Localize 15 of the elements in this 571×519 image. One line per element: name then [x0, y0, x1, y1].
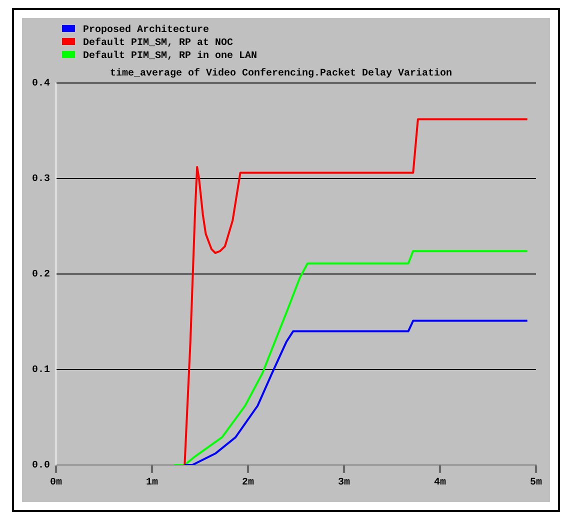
- chart-title: time_average of Video Conferencing.Packet Delay Variation: [110, 68, 452, 80]
- x-tick-label: 3m: [338, 478, 350, 489]
- legend-label: Proposed Architecture: [83, 25, 210, 36]
- y-tick-label: 0.1: [32, 365, 50, 376]
- x-tick-label: 2m: [242, 478, 254, 489]
- x-tick-label: 5m: [530, 478, 542, 489]
- legend-label: Default PIM_SM, RP in one LAN: [83, 51, 258, 62]
- x-tick-label: 4m: [434, 478, 446, 489]
- y-tick-label: 0.2: [32, 270, 50, 281]
- y-tick-label: 0.4: [32, 78, 50, 90]
- x-tick-label: 0m: [50, 478, 62, 489]
- y-tick-label: 0.3: [32, 174, 50, 186]
- legend-label: Default PIM_SM, RP at NOC: [83, 38, 234, 49]
- y-tick-label: 0.0: [32, 460, 50, 472]
- x-tick-label: 1m: [146, 478, 158, 489]
